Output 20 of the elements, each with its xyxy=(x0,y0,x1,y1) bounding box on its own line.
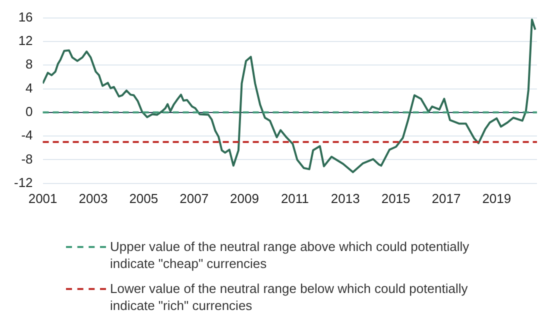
x-tick-label: 2001 xyxy=(28,190,58,206)
y-tick-label: -12 xyxy=(14,174,33,190)
x-tick-label: 2007 xyxy=(180,190,209,206)
y-tick-label: 8 xyxy=(26,56,33,72)
x-tick-label: 2017 xyxy=(432,190,461,206)
legend-label: Upper value of the neutral range above which could potentially indicate "cheap" currencies xyxy=(110,238,470,272)
legend-label: Lower value of the neutral range below which could potentially indicate "rich" currencies xyxy=(110,280,469,314)
x-tick-label: 2003 xyxy=(78,190,108,206)
y-tick-label: 12 xyxy=(18,33,33,48)
y-tick-label: 16 xyxy=(18,9,33,24)
y-tick-label: -4 xyxy=(21,128,33,143)
x-tick-label: 2009 xyxy=(230,190,259,206)
y-tick-label: 0 xyxy=(26,104,33,120)
x-tick-label: 2013 xyxy=(330,190,360,206)
x-tick-label: 2019 xyxy=(482,190,512,206)
x-tick-label: 2011 xyxy=(280,190,309,206)
x-tick-label: 2015 xyxy=(381,190,410,206)
x-tick-label: 2005 xyxy=(129,190,158,206)
y-tick-label: -8 xyxy=(21,151,33,166)
y-tick-label: 4 xyxy=(26,80,33,96)
